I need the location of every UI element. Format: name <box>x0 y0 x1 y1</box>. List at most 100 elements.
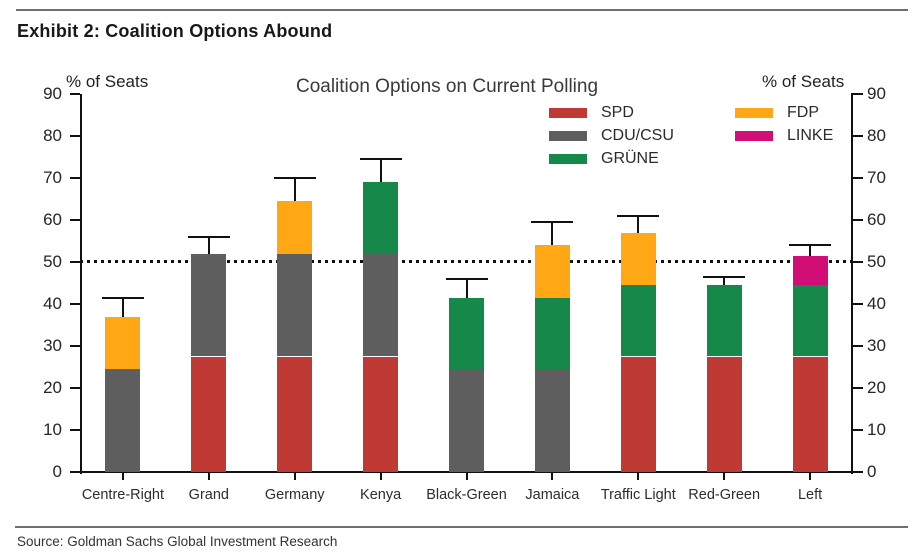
legend-column: SPD CDU/CSU GRÜNE <box>549 101 674 170</box>
legend-label: CDU/CSU <box>601 126 674 144</box>
bar-segment <box>363 253 399 357</box>
y-tick-label-right: 40 <box>867 294 886 313</box>
legend-swatch <box>735 107 773 118</box>
bottom-rule <box>15 526 908 528</box>
y-tick-label-left: 20 <box>43 378 62 397</box>
error-bar-whisker <box>465 278 468 298</box>
top-rule <box>16 9 908 11</box>
error-bar-cap <box>359 158 402 161</box>
y-tick-left <box>70 219 80 221</box>
x-tick-label: Black-Green <box>426 487 507 503</box>
y-axis-right <box>851 94 853 474</box>
bar-segment <box>620 356 656 472</box>
x-tick-label: Germany <box>264 487 325 503</box>
y-tick-label-right: 90 <box>867 84 886 103</box>
x-tick-label: Centre-Right <box>81 487 165 503</box>
error-bar-cap <box>273 177 316 179</box>
error-bar-whisker <box>551 222 554 246</box>
bar-segment <box>706 356 742 472</box>
chart-title: Coalition Options on Current Polling <box>295 76 599 97</box>
x-tick <box>465 473 468 480</box>
error-bar-whisker <box>207 236 210 254</box>
bar-segment <box>191 356 227 472</box>
error-bar-whisker <box>637 215 640 233</box>
y-tick-left <box>70 93 80 95</box>
y-tick-left <box>70 345 80 347</box>
bar-segment <box>534 245 570 298</box>
bar-segment <box>191 253 227 357</box>
y-tick-left <box>70 471 80 473</box>
bar-segment <box>620 285 656 357</box>
y-tick-right <box>851 177 863 179</box>
bar-segment <box>792 356 828 472</box>
source-text: Source: Goldman Sachs Global Investment … <box>17 534 338 549</box>
y-tick-label-left: 40 <box>43 294 62 313</box>
y-tick-right <box>851 135 863 137</box>
x-tick-label: Left <box>797 487 823 503</box>
error-bar-whisker <box>121 297 124 317</box>
bar-segment <box>534 297 570 370</box>
y-tick-label-right: 0 <box>867 462 877 481</box>
bar-segment <box>449 369 484 472</box>
error-bar-cap <box>101 296 144 299</box>
y-tick-label-right: 70 <box>867 168 886 187</box>
y-tick-label-left: 50 <box>43 252 62 271</box>
error-bar-cap <box>617 214 660 217</box>
y-tick-label-left: 90 <box>43 84 62 103</box>
error-bar-whisker <box>809 245 812 256</box>
error-bar-cap <box>703 275 746 278</box>
bar-segment <box>620 232 656 286</box>
x-tick-label: Grand <box>188 487 229 503</box>
y-tick-label-left: 80 <box>43 126 62 145</box>
y-tick-right <box>851 93 863 95</box>
y-tick-label-left: 30 <box>43 336 62 355</box>
y-tick-right <box>851 429 863 431</box>
bar-segment <box>534 369 570 472</box>
y-tick-label-right: 20 <box>867 378 886 397</box>
bar-segment <box>363 356 399 472</box>
legend-item: LINKE <box>735 124 833 147</box>
x-tick <box>809 473 812 480</box>
left-axis-label: % of Seats <box>66 72 149 91</box>
x-tick <box>723 473 726 480</box>
legend-swatch <box>549 153 587 164</box>
y-tick-right <box>851 387 863 389</box>
exhibit-title: Exhibit 2: Coalition Options Abound <box>17 21 333 41</box>
bar-segment <box>792 255 828 286</box>
legend-label: FDP <box>787 103 819 121</box>
x-axis <box>80 471 853 473</box>
bar-segment <box>277 356 313 472</box>
y-tick-left <box>70 303 80 305</box>
y-tick-right <box>851 345 863 347</box>
x-tick <box>551 473 554 480</box>
y-tick-label-right: 30 <box>867 336 886 355</box>
error-bar-cap <box>531 221 574 224</box>
x-tick <box>379 473 382 480</box>
y-tick-left <box>70 261 80 263</box>
error-bar-cap <box>187 235 230 238</box>
x-tick-label: Traffic Light <box>600 487 676 503</box>
error-bar-cap <box>789 244 832 247</box>
y-tick-label-left: 70 <box>43 168 62 187</box>
legend-label: LINKE <box>787 126 834 144</box>
y-tick-left <box>70 177 80 179</box>
bar-segment <box>363 182 399 254</box>
bar-segment <box>449 297 484 370</box>
x-tick <box>293 473 296 480</box>
bar-segment <box>277 253 313 357</box>
y-tick-label-left: 60 <box>43 210 62 229</box>
y-tick-label-right: 50 <box>867 252 886 271</box>
bar-segment <box>105 316 141 370</box>
legend-item: FDP <box>735 101 833 124</box>
y-tick-label-left: 0 <box>52 462 62 481</box>
legend-item: GRÜNE <box>549 147 674 170</box>
y-tick-right <box>851 471 863 473</box>
error-bar-whisker <box>379 159 382 183</box>
legend-swatch <box>735 130 773 141</box>
y-tick-right <box>851 303 863 305</box>
y-tick-label-right: 10 <box>867 420 886 439</box>
error-bar-whisker <box>723 276 726 286</box>
x-tick <box>121 473 124 480</box>
legend-label: GRÜNE <box>601 149 659 167</box>
